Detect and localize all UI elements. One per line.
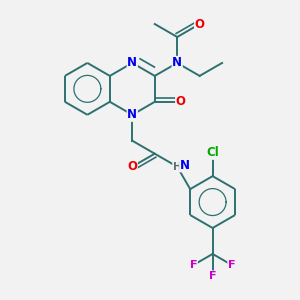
Text: N: N	[180, 159, 190, 172]
Text: F: F	[228, 260, 236, 270]
Text: N: N	[127, 108, 137, 121]
Text: H: H	[173, 162, 182, 172]
Text: O: O	[176, 95, 186, 108]
Text: O: O	[195, 17, 205, 31]
Text: N: N	[127, 56, 137, 69]
Text: F: F	[190, 260, 197, 270]
Text: N: N	[172, 56, 182, 69]
Text: F: F	[209, 271, 216, 281]
Text: O: O	[127, 160, 137, 173]
Text: Cl: Cl	[206, 146, 219, 159]
